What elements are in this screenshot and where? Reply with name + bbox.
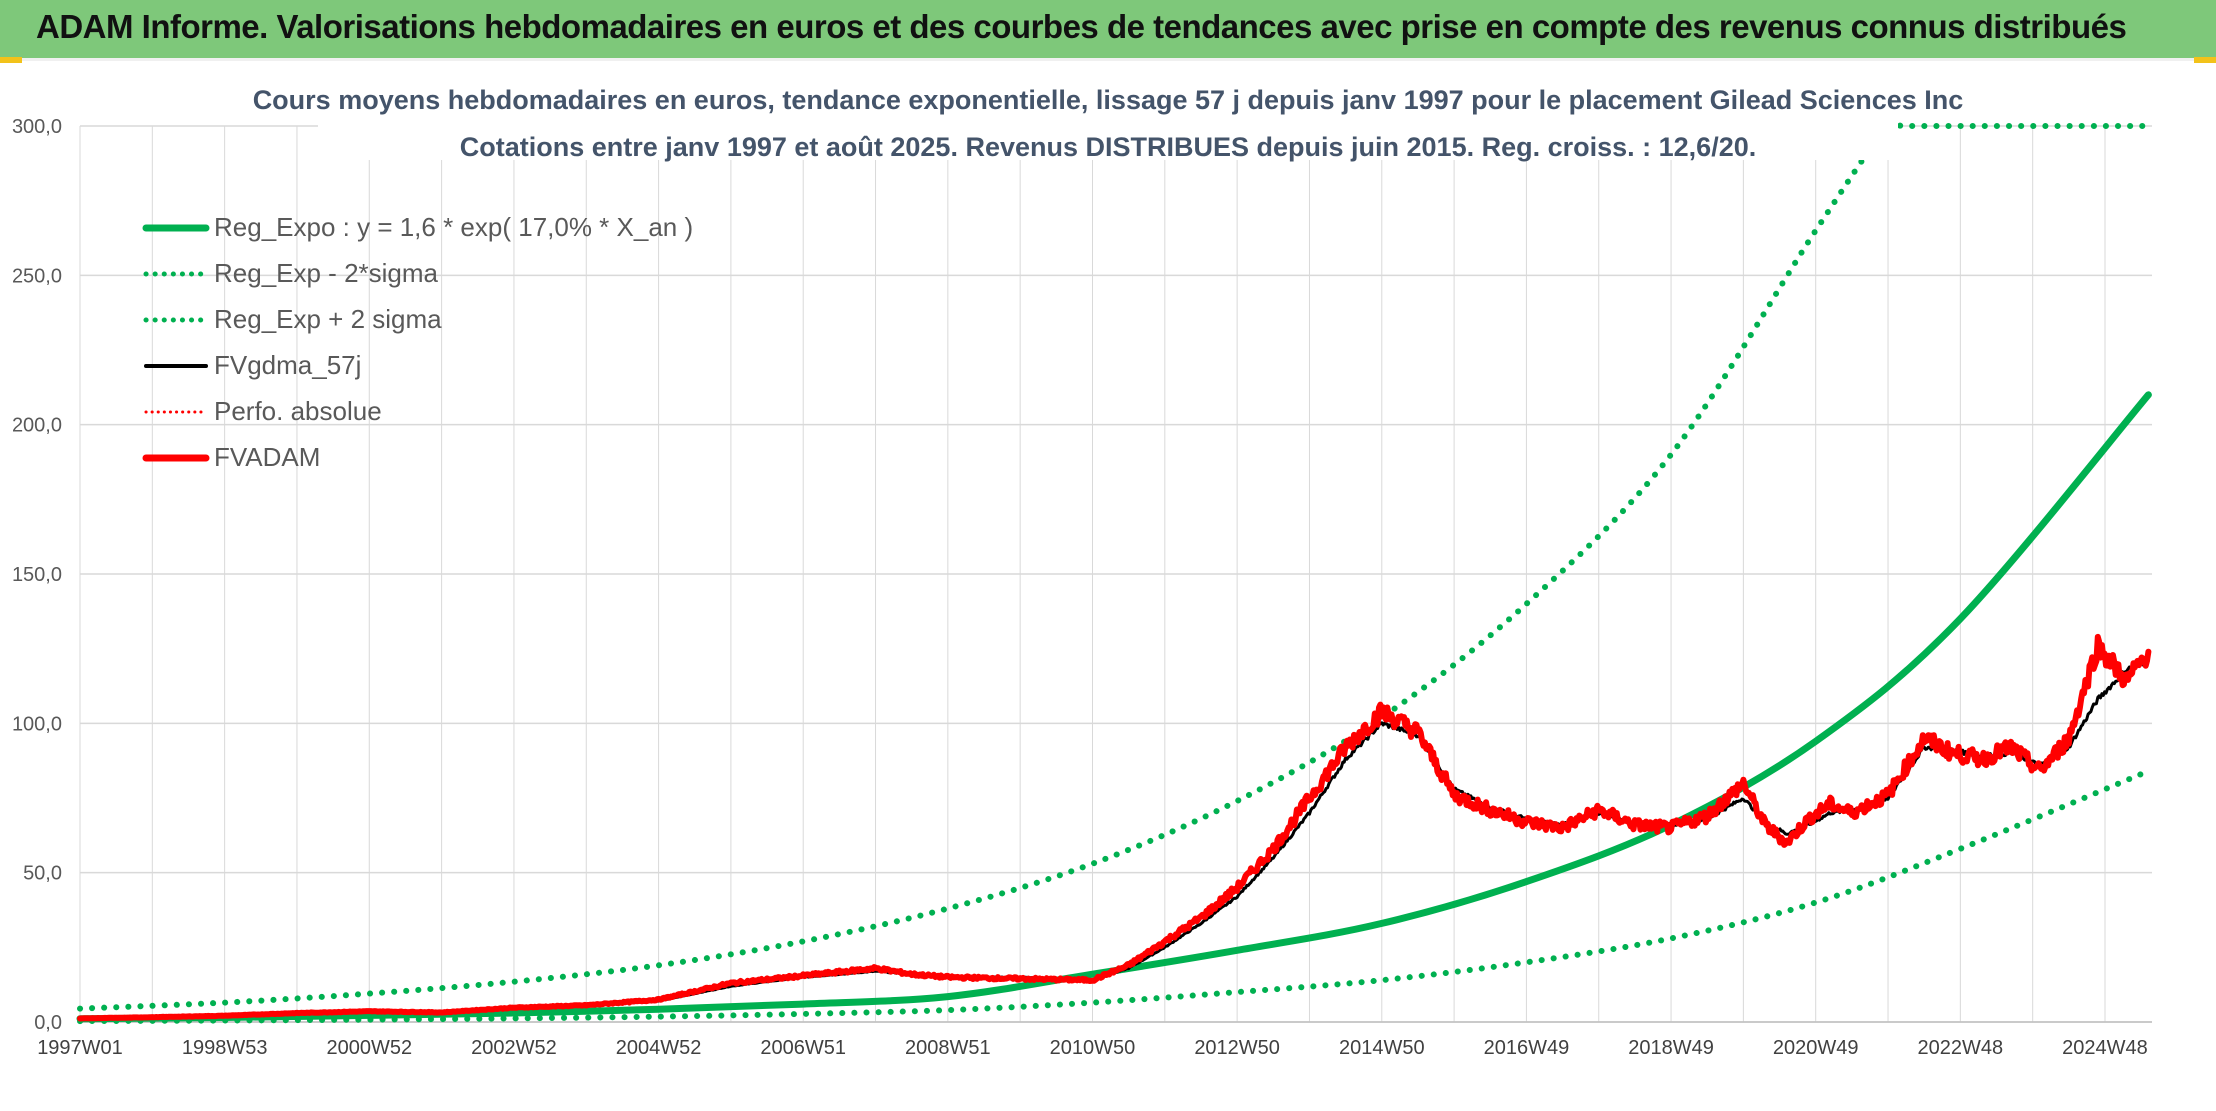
chart-title-background (318, 70, 1898, 160)
legend-label-fvgdma-57j: FVgdma_57j (214, 350, 361, 380)
x-tick-label: 2018W49 (1628, 1037, 1714, 1059)
x-tick-label: 2010W50 (1050, 1037, 1136, 1059)
series-line-reg-exp-minus-2sigma (77, 768, 2152, 1025)
corner-mark-right (2194, 57, 2216, 63)
series-line-reg-exp-plus-2sigma (77, 115, 2152, 1012)
x-tick-label: 2020W49 (1773, 1037, 1859, 1059)
trend-chart: 0,0 50,0 100,0 150,0 200,0 250,0 300,0 1997W01… (12, 70, 2152, 1059)
legend-label-reg-exp-minus-2sigma: Reg_Exp - 2*sigma (214, 258, 439, 288)
chart-legend: Reg_Expo : y = 1,6 * exp( 17,0% * X_an )… (142, 212, 693, 472)
trend-lines (76, 115, 2152, 1025)
y-tick-label: 0,0 (34, 1012, 62, 1034)
x-tick-label: 2016W49 (1484, 1037, 1570, 1059)
x-tick-label: 2014W50 (1339, 1037, 1425, 1059)
legend-label-perfo-absolue: Perfo. absolue (214, 396, 382, 426)
x-tick-label: 2022W48 (1918, 1037, 2004, 1059)
corner-mark-left (0, 57, 22, 63)
y-tick-label: 250,0 (12, 265, 62, 287)
report-title: ADAM Informe. Valorisations hebdomadaire… (36, 8, 2127, 45)
x-tick-label: 2004W52 (616, 1037, 702, 1059)
gridlines (79, 125, 2152, 1023)
y-tick-label: 300,0 (12, 116, 62, 138)
x-axis-ticks: 1997W01 1998W53 2000W52 2002W52 2004W52 2006W… (37, 1037, 2148, 1059)
x-tick-label: 2008W51 (905, 1037, 991, 1059)
x-tick-label: 1997W01 (37, 1037, 123, 1059)
report-banner: ADAM Informe. Valorisations hebdomadaire… (0, 0, 2216, 61)
y-tick-label: 50,0 (23, 863, 62, 885)
legend-label-reg-exp-plus-2sigma: Reg_Exp + 2 sigma (214, 304, 442, 334)
chart-title-line1: Cours moyens hebdomadaires en euros, ten… (253, 85, 1964, 115)
x-tick-label: 2012W50 (1194, 1037, 1280, 1059)
x-tick-label: 2024W48 (2062, 1037, 2148, 1059)
series-line-fvadam (77, 633, 2152, 1022)
x-tick-label: 2002W52 (471, 1037, 557, 1059)
chart-title-line2: Cotations entre janv 1997 et août 2025. … (460, 132, 1756, 162)
x-tick-label: 2000W52 (326, 1037, 412, 1059)
x-tick-label: 1998W53 (182, 1037, 268, 1059)
legend-label-reg-expo: Reg_Expo : y = 1,6 * exp( 17,0% * X_an ) (214, 212, 693, 242)
series-line-fvgdma-57j (78, 657, 2150, 1020)
series-line-reg-expo (76, 391, 2152, 1023)
y-axis-ticks: 0,0 50,0 100,0 150,0 200,0 250,0 300,0 (12, 116, 62, 1034)
legend-label-fvadam: FVADAM (214, 442, 320, 472)
y-tick-label: 200,0 (12, 415, 62, 437)
y-tick-label: 100,0 (12, 713, 62, 735)
chart-area: 0,0 50,0 100,0 150,0 200,0 250,0 300,0 1997W01… (0, 58, 2216, 1106)
x-tick-label: 2006W51 (760, 1037, 846, 1059)
price-lines (77, 633, 2152, 1022)
y-tick-label: 150,0 (12, 564, 62, 586)
